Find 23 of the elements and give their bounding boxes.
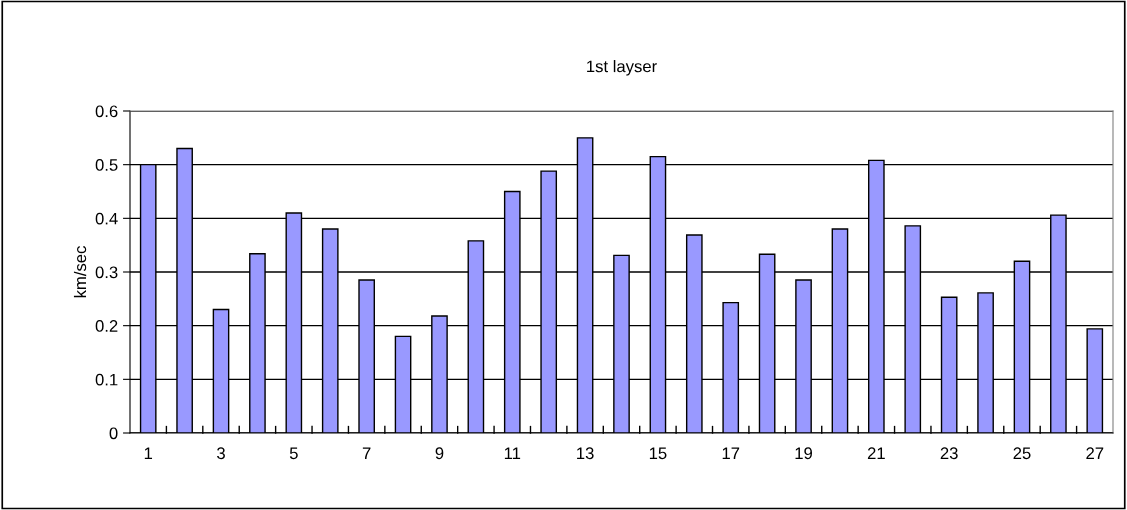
x-tick-label: 13	[577, 447, 594, 460]
y-tick-label: 0.4	[95, 212, 118, 225]
x-tick-label: 9	[435, 447, 444, 460]
x-tick-label: 3	[217, 447, 225, 460]
x-tick-label: 1	[144, 447, 153, 459]
x-tick-label: 19	[795, 447, 813, 460]
x-tick-label: 23	[940, 447, 958, 460]
x-tick-label: 11	[504, 447, 521, 459]
y-tick-label: 0	[109, 427, 118, 440]
x-tick-label: 5	[289, 447, 298, 460]
y-tick-label: 0.3	[95, 266, 118, 279]
y-tick-label: 0.1	[95, 373, 118, 386]
x-tick-label: 15	[649, 447, 667, 460]
y-tick-label: 0.2	[95, 320, 118, 332]
y-tick-label: 0.6	[95, 105, 118, 118]
chart-title: 1st layser	[587, 60, 657, 76]
y-tick-label: 0.5	[95, 159, 118, 171]
x-tick-label: 21	[867, 447, 885, 459]
x-tick-label: 7	[362, 447, 371, 459]
x-tick-label: 27	[1086, 447, 1104, 459]
x-tick-label: 25	[1013, 447, 1031, 460]
y-axis-title: km/sec	[73, 246, 87, 298]
x-tick-label: 17	[722, 447, 740, 459]
